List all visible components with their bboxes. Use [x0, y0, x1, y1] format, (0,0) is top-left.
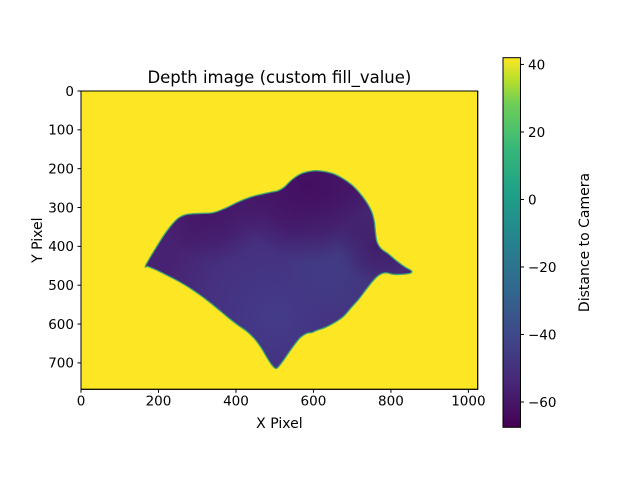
- colorbar-label: Distance to Camera: [577, 173, 593, 312]
- depth-object-edge: [145, 171, 412, 369]
- y-tick-label: 0: [65, 84, 74, 100]
- x-tick-label: 0: [77, 394, 86, 410]
- y-tick-label: 200: [48, 161, 74, 177]
- colorbar-tick-label: 0: [528, 192, 537, 208]
- colorbar: 40 20 0 −20 −40 −60 Distance to Camera: [502, 57, 593, 428]
- y-tick-label: 300: [48, 200, 74, 216]
- y-tick-label: 400: [48, 239, 74, 255]
- y-axis-ticks: 0 100 200 300 400 500 600 700: [48, 84, 81, 372]
- colorbar-tick-label: 40: [528, 57, 545, 73]
- x-tick-label: 400: [223, 394, 249, 410]
- y-tick-label: 700: [48, 356, 74, 372]
- colorbar-ticks: 40 20 0 −20 −40 −60: [520, 57, 557, 411]
- x-tick-label: 1000: [451, 394, 485, 410]
- y-tick-label: 100: [48, 123, 74, 139]
- y-axis-label: Y Pixel: [30, 218, 46, 264]
- colorbar-tick-label: −20: [528, 260, 557, 276]
- plot-title: Depth image (custom fill_value): [147, 68, 411, 88]
- colorbar-gradient: [502, 57, 521, 428]
- y-tick-label: 600: [48, 317, 74, 333]
- x-axis-label: X Pixel: [256, 416, 302, 432]
- x-tick-label: 800: [378, 394, 404, 410]
- colorbar-tick-label: 20: [528, 125, 545, 141]
- y-tick-label: 500: [48, 278, 74, 294]
- colorbar-tick-label: −40: [528, 327, 557, 343]
- x-axis-ticks: 0 200 400 600 800 1000: [77, 389, 486, 410]
- x-tick-label: 600: [301, 394, 327, 410]
- x-tick-label: 200: [146, 394, 172, 410]
- axes-spines: [80, 90, 479, 390]
- colorbar-tick-label: −60: [528, 395, 557, 411]
